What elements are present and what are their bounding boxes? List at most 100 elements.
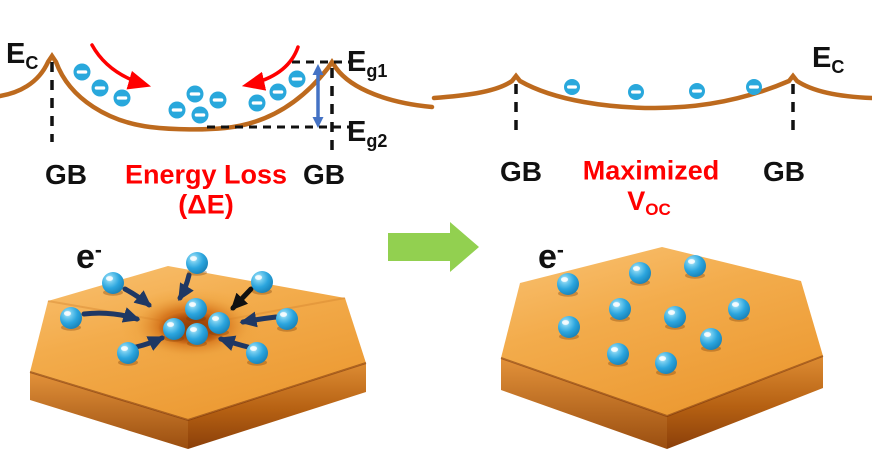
electron-sphere-icon <box>655 352 677 374</box>
electron-sphere-icon <box>276 308 298 330</box>
electron-minus-sign <box>76 70 88 74</box>
flow-arrow-left <box>81 307 141 323</box>
ec-sub: C <box>831 57 845 77</box>
sphere-highlight <box>704 332 711 337</box>
electron-sphere-icon <box>728 298 750 320</box>
electron-minus-sign <box>692 89 702 93</box>
eg2-main: E <box>347 116 367 148</box>
electron-sphere-icon <box>664 306 686 328</box>
ec-main: E <box>812 42 832 74</box>
flow-arrow-top <box>177 272 194 302</box>
sphere-highlight <box>561 277 568 282</box>
e-main: e <box>76 238 95 276</box>
grain-without-trap <box>500 247 824 449</box>
flow-arrow-lower-right <box>217 335 251 351</box>
electron-minus-sign <box>251 101 263 105</box>
red-arrow-left <box>90 43 152 90</box>
electron-sphere-icon <box>246 342 268 364</box>
sphere-highlight <box>688 259 695 264</box>
electron-label-right: e- <box>538 240 564 274</box>
sphere-highlight <box>611 347 618 352</box>
electron-sphere-icon <box>186 252 208 274</box>
sphere-highlight <box>167 322 174 327</box>
sphere-highlight <box>106 276 113 281</box>
electron-sphere-icon <box>629 262 651 284</box>
grain-front-crease <box>29 362 367 422</box>
electron-minus-sign <box>94 86 106 90</box>
electron-spheres-right <box>557 255 750 376</box>
gb-label-tr-right: GB <box>763 156 805 187</box>
electron-minus-sign <box>189 92 201 96</box>
band-electrons-right <box>564 79 762 100</box>
electron-minus-sign <box>212 98 224 102</box>
electron-minus-sign <box>194 113 206 117</box>
flow-arrow-right <box>239 311 279 328</box>
transition-arrow <box>388 222 479 272</box>
electron-sphere-icon <box>186 323 208 345</box>
electron-sphere-icon <box>607 343 629 365</box>
flow-arrow-lower-left <box>133 335 166 351</box>
eg2-sub: g2 <box>366 131 388 151</box>
voc-caption: VOC <box>627 186 671 219</box>
electron-minus-sign <box>567 85 577 89</box>
electron-sphere-icon <box>60 307 82 329</box>
sphere-highlight <box>562 320 569 325</box>
eg1-sub: g1 <box>366 61 388 81</box>
electron-sphere-icon <box>117 342 139 364</box>
sphere-highlight <box>668 310 675 315</box>
electron-minus-sign <box>171 108 183 112</box>
grain-top-face <box>501 247 823 416</box>
electron-sphere-icon <box>102 272 124 294</box>
delta-e-arrowhead-bottom <box>312 117 324 128</box>
energy-loss-caption: Energy Loss <box>124 159 288 190</box>
electron-sphere-icon <box>557 273 579 295</box>
red-arrow-right <box>241 45 300 91</box>
band-diagram-loss <box>0 43 435 150</box>
sphere-highlight <box>190 327 197 332</box>
eg2-label: Eg2 <box>347 116 388 151</box>
band-diagram-flat <box>431 72 872 136</box>
maximized-caption: Maximized <box>582 155 720 186</box>
gb-label-tl-left: GB <box>45 159 87 190</box>
electron-sphere-icon <box>609 298 631 320</box>
electron-spheres-left <box>60 252 298 366</box>
sphere-highlight <box>633 266 640 271</box>
sphere-highlight <box>659 356 666 361</box>
energy-loss-red-arrows <box>90 43 300 91</box>
grain-with-trap <box>29 252 367 449</box>
electron-sphere-icon <box>251 271 273 293</box>
band-electrons-left <box>73 63 306 124</box>
electron-minus-sign <box>272 90 284 94</box>
conduction-band-curve <box>431 72 872 111</box>
gb-label-tl-right: GB <box>303 159 345 190</box>
flow-arrow-upper-left <box>122 286 152 308</box>
eg1-label: Eg1 <box>347 48 388 81</box>
sphere-highlight <box>280 312 287 317</box>
e-sup: - <box>94 239 102 262</box>
delta-e-arrowhead-top <box>312 64 324 75</box>
sphere-highlight <box>613 302 620 307</box>
ec-label-right: EC <box>812 42 845 77</box>
electron-minus-sign <box>631 90 641 94</box>
sphere-highlight <box>64 311 71 316</box>
electron-sphere-icon <box>163 318 185 340</box>
sphere-highlight <box>190 256 197 261</box>
electron-minus-sign <box>291 77 303 81</box>
electron-flow-arrows <box>81 272 279 351</box>
sphere-highlight <box>732 302 739 307</box>
ec-main: E <box>6 38 26 70</box>
gb-label-tr-left: GB <box>500 156 542 187</box>
sphere-highlight <box>212 316 219 321</box>
voc-sub: OC <box>645 200 671 219</box>
ec-label-left: EC <box>6 38 39 73</box>
ec-sub: C <box>25 53 39 73</box>
sphere-highlight <box>255 275 262 280</box>
electron-sphere-icon <box>684 255 706 277</box>
grain-side-left-face <box>501 358 667 449</box>
electron-sphere-icon <box>558 316 580 338</box>
voc-main: V <box>627 186 646 216</box>
conduction-band-curve <box>0 51 435 132</box>
sphere-highlight <box>189 302 196 307</box>
